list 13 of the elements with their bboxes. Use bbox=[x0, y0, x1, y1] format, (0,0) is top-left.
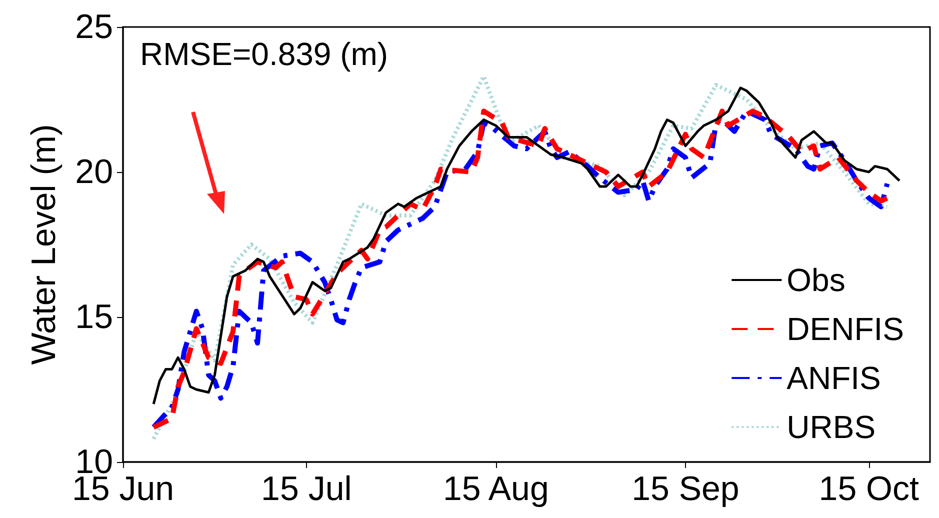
y-axis-title: Water Level (m) bbox=[25, 124, 63, 365]
legend-label: URBS bbox=[786, 409, 876, 445]
legend-label: DENFIS bbox=[786, 311, 904, 347]
x-tick-label: 15 Aug bbox=[442, 470, 549, 508]
y-tick-label: 15 bbox=[75, 298, 113, 336]
legend-label: Obs bbox=[786, 262, 846, 298]
x-tick-label: 15 Oct bbox=[818, 470, 920, 508]
legend-label: ANFIS bbox=[786, 360, 881, 396]
annotation: RMSE=0.839 (m) bbox=[140, 36, 388, 72]
y-tick-label: 25 bbox=[75, 8, 113, 46]
x-tick-label: 15 Jul bbox=[261, 470, 352, 508]
x-tick-label: 15 Sep bbox=[632, 470, 740, 508]
y-tick-label: 20 bbox=[75, 153, 113, 191]
